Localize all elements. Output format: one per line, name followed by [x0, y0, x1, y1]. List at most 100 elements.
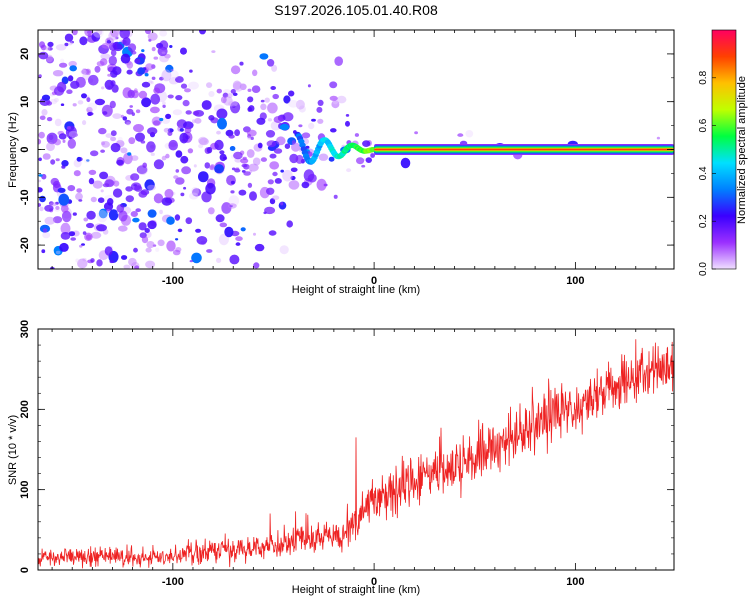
spectrogram-cell: [316, 178, 327, 191]
spectrogram-cell: [282, 169, 293, 182]
spectrogram-cell: [150, 81, 154, 85]
spectrogram-cell: [132, 217, 140, 223]
spectrogram-cell: [228, 100, 238, 107]
spectrogram-cell: [159, 76, 164, 81]
spectrogram-cell: [133, 247, 138, 253]
x-tick-label: -100: [162, 275, 184, 287]
spectrogram-cell: [138, 190, 148, 198]
spectrogram-cell: [81, 93, 87, 99]
spectrogram-cell: [234, 129, 241, 137]
spectrogram-cell: [147, 209, 157, 218]
spectrogram-cell: [272, 171, 278, 177]
spectrogram-cell: [55, 205, 60, 210]
spectrogram-cell: [144, 179, 155, 191]
spectrogram-cell: [135, 109, 141, 114]
spectrogram-cell: [76, 156, 82, 162]
x-tick-label: 100: [566, 275, 584, 287]
spectrogram-cell: [235, 236, 243, 242]
spectrogram-cell: [273, 148, 283, 154]
spectrogram-cell: [329, 95, 338, 101]
spectrogram-cell: [77, 100, 84, 105]
spectrogram-cell: [68, 231, 76, 237]
spectrogram-cell: [110, 136, 117, 142]
spectrogram-cell: [199, 30, 206, 35]
spectrogram-cell: [124, 119, 131, 125]
spectrogram-cell: [247, 182, 253, 188]
spectrogram-cell: [130, 173, 140, 181]
x-tick-label: 0: [371, 576, 377, 588]
spectrogram-cell: [45, 46, 51, 51]
spectrogram-cell: [170, 70, 179, 79]
spectrogram-cell: [175, 95, 183, 101]
spectrogram-cell: [192, 188, 202, 197]
spectrogram-cell: [83, 158, 90, 164]
spectrogram-cell: [180, 155, 189, 164]
spectrogram-cell: [68, 40, 73, 46]
spectrogram-cell: [61, 160, 69, 167]
spectrogram-cell: [38, 138, 42, 145]
spectrogram-cell: [183, 121, 194, 130]
spectrogram-cell: [77, 258, 88, 269]
spectrogram-cell: [58, 193, 70, 206]
band-layer: [374, 148, 674, 151]
spectrogram-cell: [164, 188, 174, 199]
spectrogram-cell: [138, 222, 147, 231]
spectrogram-cell: [107, 198, 114, 206]
spectrogram-cell: [180, 192, 185, 197]
spectrogram-cell: [253, 232, 256, 236]
spectrogram-cell: [57, 187, 66, 193]
spectrogram-cell: [165, 153, 170, 159]
spectrogram-cell: [99, 171, 109, 180]
spectrogram-cell: [151, 116, 162, 127]
spectrogram-cell: [457, 133, 464, 137]
spectrogram-cell: [157, 46, 168, 57]
spectrogram-cell: [41, 94, 51, 101]
spectrogram-cell: [249, 191, 257, 201]
spectrogram-cell: [198, 144, 204, 149]
spectrogram-cell: [206, 249, 213, 253]
spectrogram-cell: [98, 127, 107, 135]
spectrogram-cell: [116, 159, 124, 166]
spectrogram-cell: [147, 32, 158, 41]
spectrogram-cell: [263, 211, 267, 215]
spectrogram-cell: [232, 80, 242, 90]
spectrogram-cell: [90, 231, 102, 239]
colorbar-tick-label: 0.0: [698, 262, 709, 276]
spectrogram-cell: [130, 211, 138, 217]
spectrogram-cell: [153, 87, 161, 94]
spectrogram-cell: [220, 96, 227, 104]
spectrogram-cell: [216, 130, 221, 135]
spectrogram-cell: [93, 30, 104, 38]
spectrogram-cell: [270, 86, 277, 90]
spectrogram-cell: [295, 99, 305, 110]
spectrogram-cell: [177, 228, 183, 233]
spectrogram-cell: [150, 152, 155, 156]
spectrogram-cell: [125, 186, 133, 192]
spectrogram-cell: [52, 70, 64, 77]
spectrogram-cell: [60, 232, 71, 240]
spectrogram-cell: [39, 206, 44, 212]
spectrogram-cell: [119, 30, 130, 39]
spectrogram-cell: [280, 169, 285, 173]
spectrogram-cell: [41, 249, 46, 254]
spectrogram-cell: [90, 258, 95, 263]
spectrogram-cell: [168, 139, 178, 151]
spectrogram-cell: [100, 58, 108, 66]
spectrogram-cell: [257, 142, 263, 149]
spectrogram-cell: [308, 122, 315, 130]
spectrogram-cell: [86, 106, 93, 114]
spectrogram-cell: [230, 89, 236, 94]
spectrogram-cell: [191, 186, 200, 196]
spectrogram-cell: [279, 245, 289, 255]
colorbar-scale: [712, 30, 736, 269]
spectrogram-cell: [106, 40, 112, 44]
spectrogram-cell: [88, 74, 99, 86]
spectrogram-cell: [266, 140, 277, 148]
spectrogram-cell: [295, 154, 304, 164]
spectrogram-cell: [38, 179, 42, 183]
spectrogram-cell: [86, 97, 91, 103]
spectrogram-cell: [226, 175, 236, 186]
spectrogram-cell: [252, 69, 258, 77]
